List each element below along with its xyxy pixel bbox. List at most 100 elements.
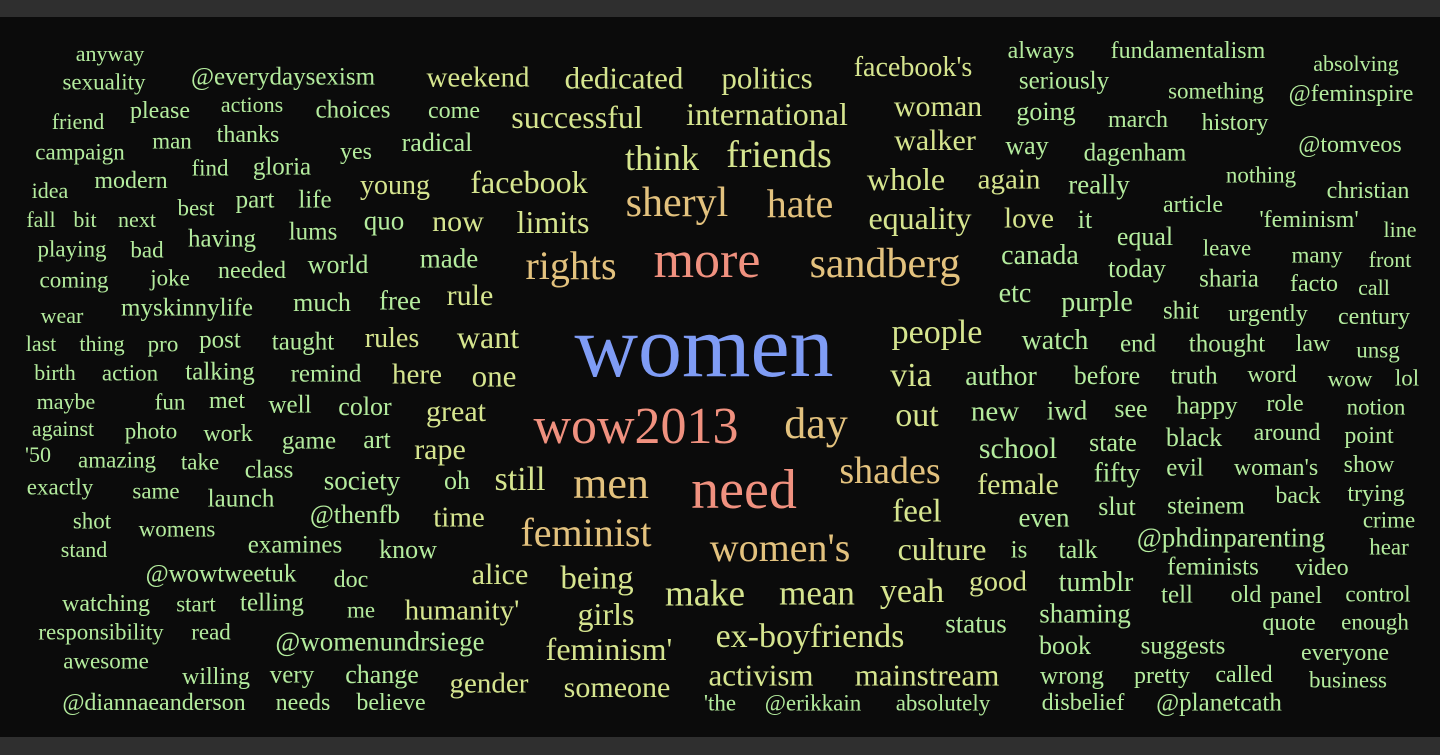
word: sandberg	[809, 241, 961, 287]
word: culture	[897, 531, 987, 567]
word: yeah	[879, 573, 945, 610]
word: state	[1089, 428, 1137, 457]
word: bad	[130, 237, 164, 263]
word: made	[419, 243, 479, 274]
word: action	[101, 360, 159, 386]
word: dagenham	[1083, 139, 1187, 167]
word: more	[653, 232, 761, 289]
word: point	[1344, 423, 1394, 449]
word: @erikkain	[764, 690, 862, 716]
word: having	[187, 225, 257, 253]
word: @womenundrsiege	[275, 626, 485, 657]
word: many	[1291, 242, 1343, 268]
word: absolving	[1313, 51, 1399, 76]
word: rights	[525, 243, 617, 288]
word: world	[307, 250, 369, 279]
word: hate	[766, 181, 834, 226]
word: fun	[154, 389, 186, 415]
word: young	[360, 170, 430, 201]
word: talk	[1058, 535, 1098, 564]
word: willing	[181, 664, 251, 690]
word: disbelief	[1041, 690, 1125, 716]
word: actions	[220, 92, 284, 117]
word: mean	[779, 573, 855, 613]
word: seriously	[1018, 67, 1110, 95]
word: man	[152, 128, 192, 154]
word: campaign	[35, 139, 125, 165]
word: watching	[62, 591, 150, 617]
word: see	[1114, 394, 1148, 423]
word: around	[1253, 420, 1321, 446]
word: last	[25, 331, 57, 356]
word: thanks	[216, 122, 280, 148]
word: line	[1383, 217, 1417, 242]
word: wow2013	[533, 398, 739, 455]
word: exactly	[26, 474, 94, 500]
word: book	[1039, 631, 1091, 660]
word: awesome	[63, 648, 149, 674]
word: canada	[1001, 240, 1079, 271]
word: ex-boyfriends	[715, 618, 905, 655]
word: tumblr	[1058, 567, 1134, 598]
word: black	[1165, 423, 1223, 452]
word: telling	[240, 589, 304, 617]
word: law	[1295, 331, 1331, 357]
word: dedicated	[564, 60, 684, 96]
word: @planetcath	[1156, 689, 1282, 717]
word: shades	[839, 450, 941, 492]
word: oh	[444, 466, 470, 495]
word: fundamentalism	[1110, 38, 1266, 64]
word: tell	[1161, 581, 1193, 609]
word: @thenfb	[309, 500, 401, 529]
word: responsibility	[38, 619, 164, 645]
word: idea	[31, 178, 69, 203]
word: work	[203, 421, 253, 447]
word: someone	[563, 671, 671, 704]
word: me	[346, 597, 376, 623]
word: female	[977, 468, 1059, 501]
word: birth	[34, 360, 76, 385]
word: sheryl	[625, 180, 729, 226]
word: woman's	[1233, 455, 1319, 481]
word: radical	[401, 128, 473, 157]
word: bit	[73, 207, 97, 232]
word: please	[130, 98, 190, 124]
word: feminist	[520, 510, 652, 555]
word: choices	[315, 96, 391, 124]
word: facto	[1290, 271, 1338, 297]
word: very	[269, 661, 315, 689]
word: yes	[340, 139, 372, 165]
word: it	[1077, 205, 1093, 234]
word: role	[1266, 391, 1304, 417]
word: front	[1368, 247, 1412, 272]
word: enough	[1341, 609, 1409, 635]
word: activism	[708, 657, 814, 693]
word: art	[363, 425, 391, 454]
word: before	[1073, 361, 1141, 390]
word: walker	[894, 124, 976, 157]
word: article	[1163, 192, 1223, 218]
word: wow	[1327, 366, 1373, 392]
word: gender	[449, 667, 529, 700]
word: need	[691, 459, 797, 521]
word: happy	[1176, 392, 1238, 420]
word: well	[268, 391, 312, 419]
word: feminists	[1167, 553, 1259, 581]
word: shaming	[1039, 598, 1131, 629]
word: is	[1010, 536, 1028, 564]
word: christian	[1326, 178, 1410, 204]
word: always	[1007, 38, 1075, 64]
word: @tomveos	[1298, 132, 1402, 158]
word: girls	[577, 596, 635, 632]
word: notion	[1346, 394, 1406, 420]
word: stand	[60, 537, 108, 562]
word: business	[1309, 667, 1387, 693]
word: post	[199, 326, 241, 354]
word: called	[1215, 662, 1273, 688]
word: century	[1338, 304, 1410, 330]
word: love	[1004, 202, 1054, 235]
word: @everydaysexism	[190, 63, 376, 91]
word: evil	[1166, 454, 1204, 482]
word: same	[132, 478, 180, 504]
word: here	[392, 358, 442, 391]
